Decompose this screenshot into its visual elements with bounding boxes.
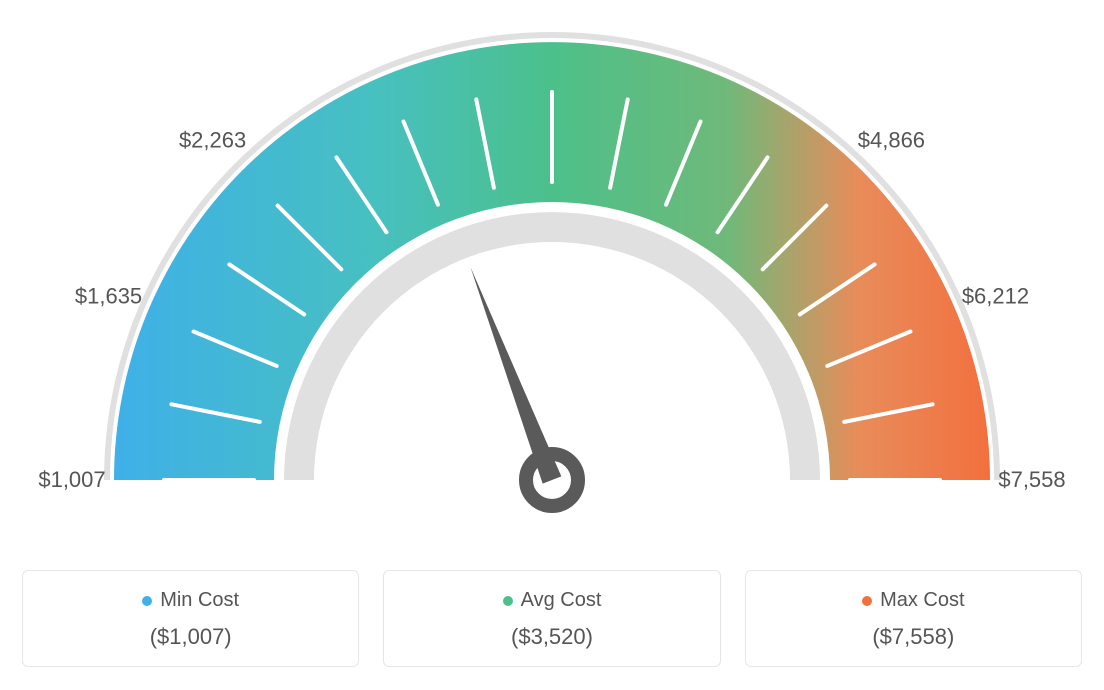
svg-text:$1,635: $1,635: [75, 283, 142, 308]
legend-avg-label: Avg Cost: [521, 589, 602, 612]
svg-text:$1,007: $1,007: [38, 467, 105, 492]
dot-max-icon: [862, 596, 872, 606]
svg-text:$4,866: $4,866: [858, 128, 925, 153]
dot-min-icon: [142, 596, 152, 606]
legend-max-value: ($7,558): [756, 624, 1071, 650]
cost-gauge: $1,007$1,635$2,263$3,520$4,866$6,212$7,5…: [22, 20, 1082, 540]
legend-max: Max Cost ($7,558): [745, 570, 1082, 667]
dot-avg-icon: [503, 596, 513, 606]
legend-min-value: ($1,007): [33, 624, 348, 650]
legend-max-label: Max Cost: [880, 589, 964, 612]
svg-text:$2,263: $2,263: [179, 128, 246, 153]
legend-avg-value: ($3,520): [394, 624, 709, 650]
legend-avg: Avg Cost ($3,520): [383, 570, 720, 667]
svg-text:$7,558: $7,558: [998, 467, 1065, 492]
legend-min: Min Cost ($1,007): [22, 570, 359, 667]
svg-text:$6,212: $6,212: [962, 283, 1029, 308]
legend-min-label: Min Cost: [160, 589, 239, 612]
legend-row: Min Cost ($1,007) Avg Cost ($3,520) Max …: [22, 570, 1082, 667]
